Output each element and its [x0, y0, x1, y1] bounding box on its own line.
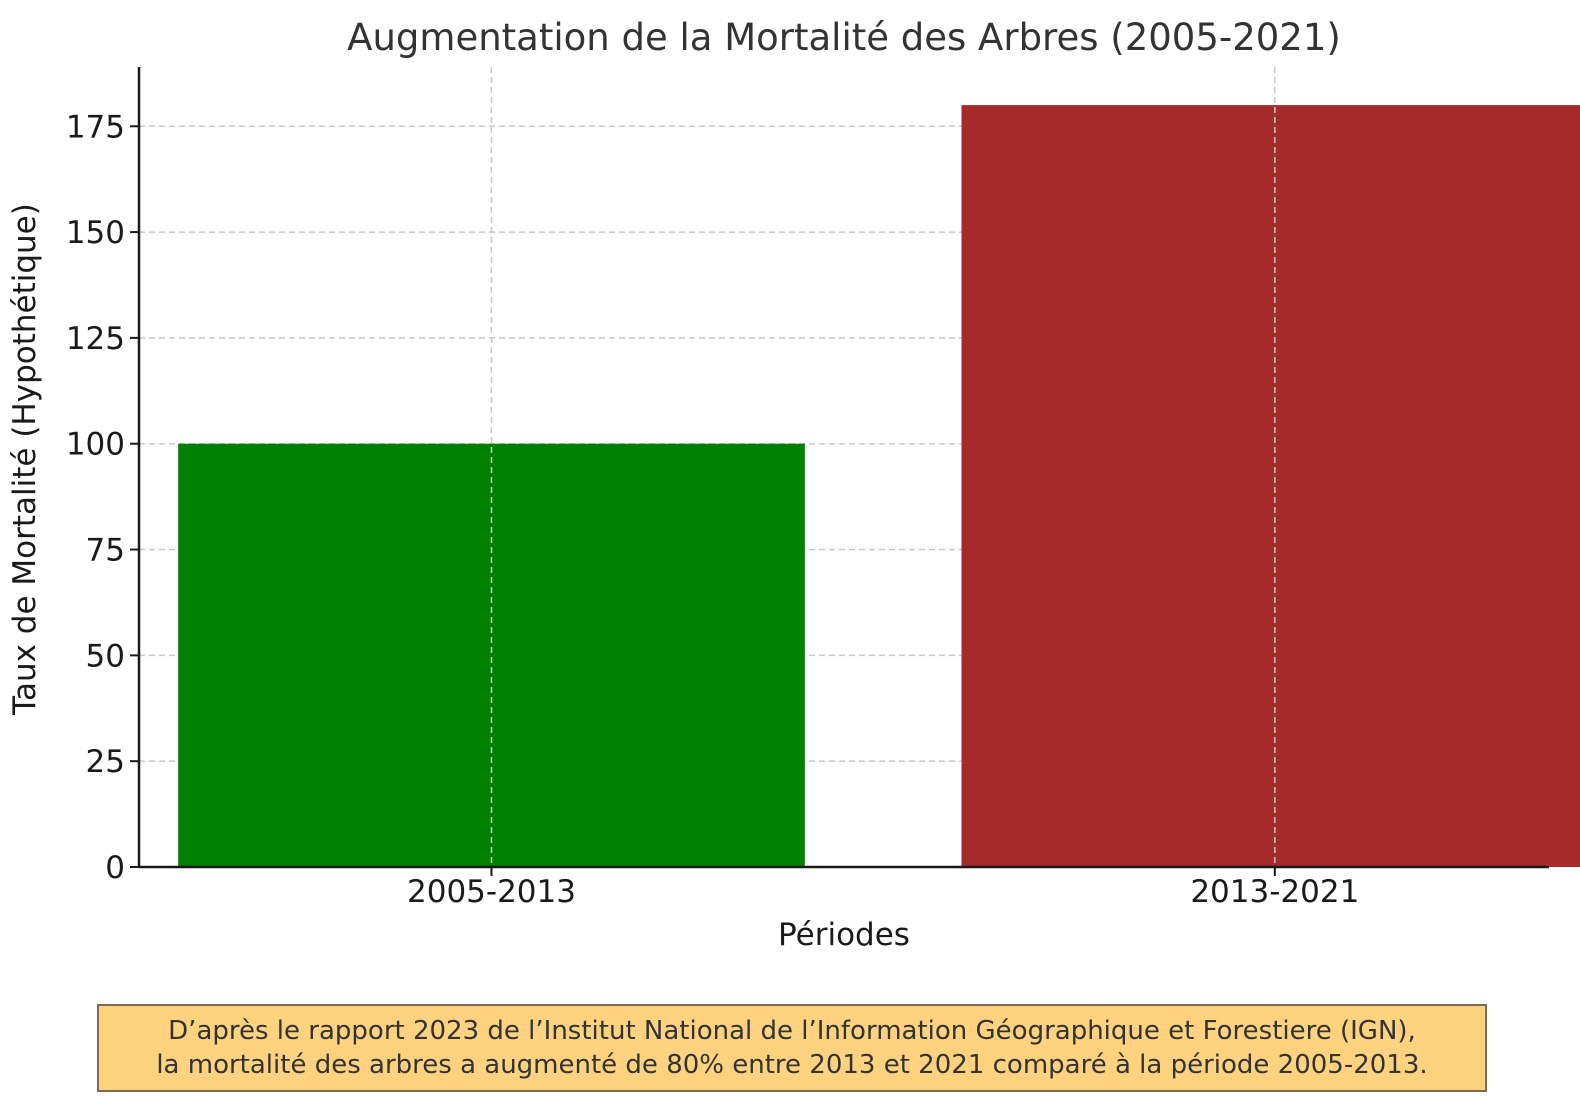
source-note-line-2: la mortalité des arbres a augmenté de 80… [156, 1050, 1428, 1080]
x-tick-label: 2005-2013 [407, 874, 576, 910]
x-grid-lines [490, 67, 1276, 867]
source-note: D’après le rapport 2023 de l’Institut Na… [97, 1004, 1487, 1092]
y-tick-label: 50 [86, 638, 125, 674]
y-tick-label: 100 [66, 427, 125, 463]
y-tick-label: 0 [105, 850, 125, 886]
axes [130, 67, 1549, 876]
y-tick-label: 150 [66, 215, 125, 251]
y-tick-label: 125 [66, 321, 125, 357]
y-tick-label: 75 [86, 533, 125, 569]
y-tick-labels: 0 25 50 75 100 125 150 175 [66, 109, 125, 886]
x-tick-label: 2013-2021 [1190, 874, 1359, 910]
bar-chart: Augmentation de la Mortalité des Arbres … [7, 16, 1580, 953]
bar-2005-2013 [178, 443, 805, 867]
bars [178, 105, 1580, 868]
y-tick-label: 175 [66, 109, 125, 145]
x-tick-labels: 2005-2013 2013-2021 [407, 874, 1359, 910]
y-axis-label: Taux de Mortalité (Hypothétique) [7, 203, 43, 716]
bar-2013-2021 [961, 105, 1580, 868]
y-tick-label: 25 [86, 744, 125, 780]
source-note-line-1: D’après le rapport 2023 de l’Institut Na… [168, 1016, 1416, 1046]
x-axis-label: Périodes [778, 917, 910, 953]
chart-title: Augmentation de la Mortalité des Arbres … [347, 16, 1341, 59]
